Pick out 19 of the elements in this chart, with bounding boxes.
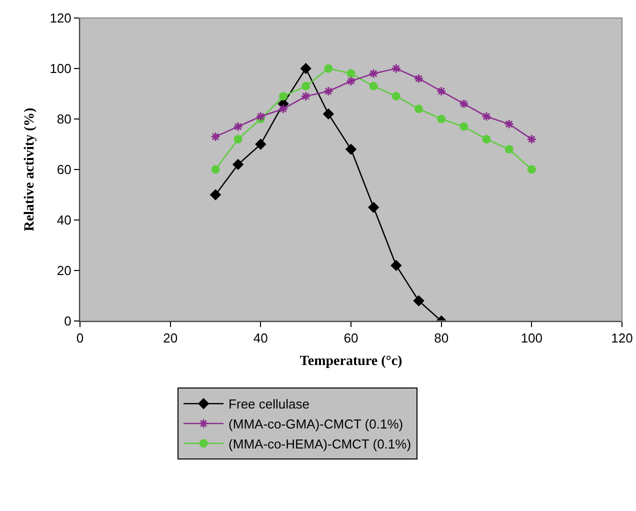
- legend-label: Free cellulase: [228, 396, 310, 412]
- y-tick-label: 120: [50, 10, 72, 26]
- x-tick-label: 80: [434, 330, 449, 346]
- x-tick-label: 20: [163, 330, 178, 346]
- x-tick-label: 120: [611, 330, 633, 346]
- y-tick-label: 100: [50, 61, 72, 76]
- x-tick-label: 60: [344, 330, 358, 346]
- y-tick-label: 40: [56, 212, 72, 228]
- x-axis-title: Temperature (°c): [300, 354, 403, 369]
- y-tick-label: 0: [64, 314, 72, 329]
- x-tick-label: 0: [76, 330, 84, 346]
- y-tick-label: 80: [56, 112, 72, 127]
- y-tick-label: 20: [56, 263, 72, 278]
- y-axis-title: Relative activity (%): [22, 107, 38, 232]
- y-tick-label: 60: [56, 162, 72, 178]
- x-tick-label: 40: [253, 330, 268, 346]
- legend-label: (MMA-co-HEMA)-CMCT (0.1%): [228, 436, 412, 452]
- legend-label: (MMA-co-GMA)-CMCT (0.1%): [228, 416, 404, 432]
- x-tick-label: 100: [520, 330, 543, 346]
